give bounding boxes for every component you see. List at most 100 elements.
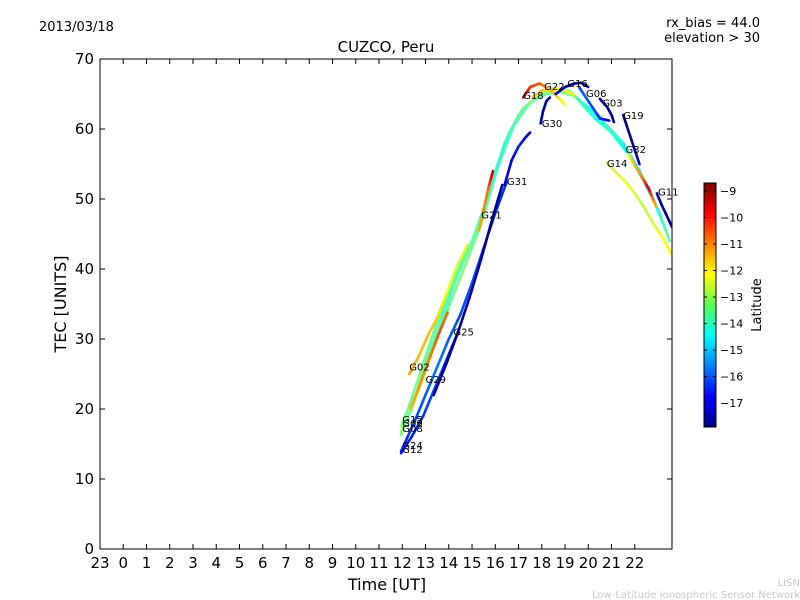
series-segment xyxy=(450,278,458,291)
plot-area xyxy=(100,59,672,549)
series-segment xyxy=(441,362,448,373)
series-label-g22: G22 xyxy=(544,82,564,93)
series-segment xyxy=(438,370,445,381)
colorbar-tick-label: −10 xyxy=(720,211,743,224)
series-segment xyxy=(417,378,423,390)
x-tick-label: 18 xyxy=(532,554,551,572)
series-segment xyxy=(432,385,439,397)
colorbar-tick-label: −13 xyxy=(720,291,743,304)
series-segment xyxy=(464,289,471,301)
series-segment xyxy=(462,297,468,308)
series-g21 xyxy=(477,169,495,232)
series-segment xyxy=(426,345,433,358)
series-segment xyxy=(471,276,477,289)
series-segment xyxy=(457,257,465,269)
series-segment xyxy=(463,243,469,252)
colorbar-tick-label: −17 xyxy=(720,397,743,410)
series-label-g19: G19 xyxy=(623,111,643,122)
series-segment xyxy=(493,203,500,215)
series-segment xyxy=(662,223,669,235)
series-segment xyxy=(437,316,444,329)
series-label-g12: G12 xyxy=(402,445,422,456)
series-segment xyxy=(471,232,479,246)
y-axis-ticks: 0 10 20 30 40 50 60 70 xyxy=(75,50,672,558)
plot-frame xyxy=(99,58,673,550)
series-label-g31: G31 xyxy=(507,177,527,188)
x-tick-label: 22 xyxy=(625,554,644,572)
series-label-g30: G30 xyxy=(542,119,562,130)
y-tick-label: 30 xyxy=(75,330,94,348)
series-segment xyxy=(460,264,467,276)
series-segment xyxy=(430,327,437,341)
series-segment xyxy=(493,199,499,210)
series-label-g18: G18 xyxy=(523,91,543,102)
colorbar-tick-label: −11 xyxy=(720,238,743,251)
series-segment xyxy=(419,358,426,372)
series-segment xyxy=(656,208,663,219)
series-segment xyxy=(473,264,480,276)
series-segment xyxy=(448,346,454,357)
series-segment xyxy=(503,134,510,145)
series-segment xyxy=(423,355,430,370)
series-segment xyxy=(425,355,432,366)
series-g03 xyxy=(598,97,616,124)
series-segment xyxy=(474,266,480,280)
series-segment xyxy=(410,386,417,399)
series-segment xyxy=(585,84,590,89)
series-segment xyxy=(498,183,504,195)
series-label-g02: G02 xyxy=(409,363,429,374)
series-segment xyxy=(611,118,616,124)
series-segment xyxy=(423,348,430,362)
colorbar-tick-label: −12 xyxy=(720,265,743,278)
series-segment xyxy=(467,243,475,257)
series-g18 xyxy=(521,82,567,106)
series-segment xyxy=(496,191,502,203)
series-segment xyxy=(490,169,495,177)
series-segment xyxy=(446,299,453,311)
x-tick-label: 8 xyxy=(304,554,314,572)
series-segment xyxy=(467,281,474,293)
chart-title: CUZCO, Peru xyxy=(338,38,435,56)
x-tick-label: 3 xyxy=(188,554,198,572)
colorbar-tick-label: −16 xyxy=(720,371,743,384)
series-segment xyxy=(547,96,552,100)
y-tick-label: 20 xyxy=(75,400,94,418)
series-g30 xyxy=(539,96,552,125)
series-label-g24: G24 xyxy=(402,441,422,452)
x-axis-label: Time [UT] xyxy=(347,575,426,594)
series-segment xyxy=(570,92,576,97)
series-segment xyxy=(474,216,482,231)
series-segment xyxy=(482,236,489,250)
series-segment xyxy=(462,304,469,316)
series-label-g15: G15 xyxy=(402,415,422,426)
series-segment xyxy=(605,118,611,122)
x-tick-label: 21 xyxy=(602,554,621,572)
series-g16 xyxy=(554,81,590,96)
series-segment xyxy=(488,215,495,229)
series-g32 xyxy=(626,152,658,208)
y-tick-label: 40 xyxy=(75,260,94,278)
series-segment xyxy=(459,313,466,325)
series-segment xyxy=(510,120,517,131)
series-segment xyxy=(459,305,465,316)
x-axis-ticks: 23 0 1 2 3 4 5 6 7 8 9 10 11 12 13 14 15 16 17 18 19 20 21 22 xyxy=(90,59,644,572)
series-segment xyxy=(652,200,658,208)
series-segment xyxy=(450,338,457,350)
x-tick-label: 20 xyxy=(579,554,598,572)
colorbar-tick-label: −14 xyxy=(720,318,743,331)
series-segment xyxy=(403,417,409,428)
x-tick-label: 7 xyxy=(281,554,291,572)
series-segment xyxy=(496,195,503,207)
series-label-g08: G08 xyxy=(402,424,422,435)
series-segment xyxy=(413,377,420,390)
x-tick-label: 10 xyxy=(346,554,365,572)
footer-org-full: Low-Latitude Ionospheric Sensor Network xyxy=(592,590,800,600)
series-segment xyxy=(435,377,442,389)
colorbar-tick-label: −15 xyxy=(720,344,743,357)
series-segment xyxy=(491,167,498,184)
series-segment xyxy=(454,268,462,281)
series-segment xyxy=(453,330,460,342)
series-segment xyxy=(456,272,463,285)
series-segment xyxy=(499,141,506,158)
